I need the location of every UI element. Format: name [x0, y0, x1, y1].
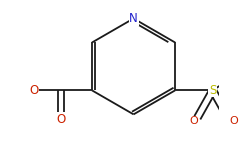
- Text: O: O: [56, 113, 66, 126]
- Text: O: O: [190, 116, 198, 126]
- Text: O: O: [229, 116, 238, 126]
- Text: N: N: [129, 12, 138, 25]
- Text: S: S: [209, 84, 216, 97]
- Text: O: O: [29, 84, 38, 97]
